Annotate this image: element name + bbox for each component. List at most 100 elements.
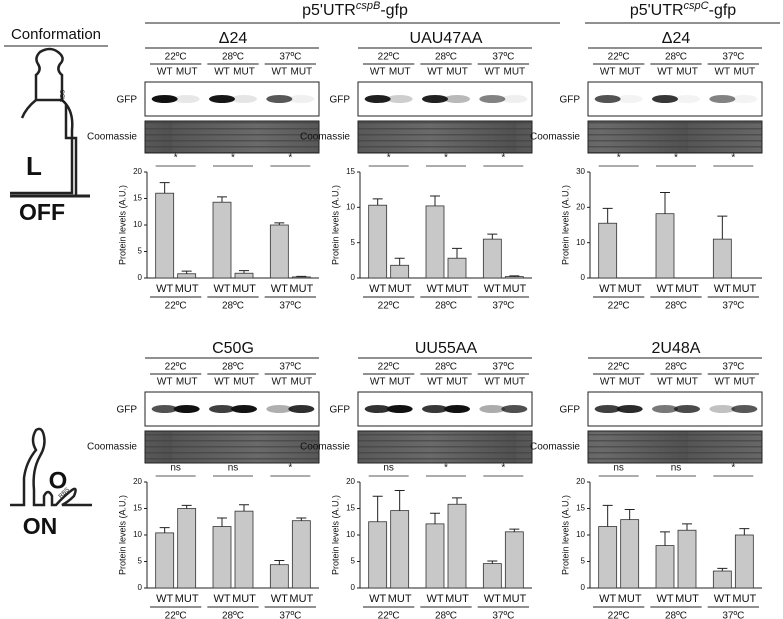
- blot-row-label: GFP: [559, 405, 580, 416]
- bar: [655, 213, 675, 279]
- blot-temperature: 22ºC: [608, 362, 630, 373]
- significance-label: ns: [383, 463, 394, 474]
- significance-label: *: [444, 153, 448, 164]
- blot-lane-label: MUT: [446, 67, 468, 78]
- gfp-band: [151, 95, 178, 103]
- gfp-band: [616, 95, 643, 103]
- blot-row-label: GFP: [329, 95, 350, 106]
- x-tick-label: MUT: [618, 283, 642, 295]
- panel-title: 2U48A: [652, 340, 701, 357]
- blot-lane-label: MUT: [389, 67, 411, 78]
- gfp-band: [209, 405, 235, 413]
- blot-lane-label: MUT: [233, 67, 255, 78]
- panel-title: UU55AA: [415, 340, 478, 357]
- blot-row-label: Coomassie: [87, 132, 137, 143]
- blot-lane-label: WT: [427, 377, 443, 388]
- gfp-band: [479, 405, 506, 413]
- gfp-band: [266, 95, 293, 103]
- gfp-band: [151, 405, 178, 413]
- y-tick-label: 20: [346, 477, 355, 486]
- blot-row-label: Coomassie: [300, 442, 350, 453]
- bar: [598, 222, 618, 279]
- x-group-label: 37ºC: [279, 301, 301, 312]
- x-tick-label: WT: [271, 593, 288, 605]
- bar: [504, 531, 524, 589]
- y-tick-label: 10: [576, 238, 585, 247]
- error-bar: [159, 182, 170, 194]
- structure-state: OFF: [19, 199, 65, 225]
- blot-lane-label: WT: [272, 67, 288, 78]
- gfp-band: [594, 405, 621, 413]
- y-tick-label: 20: [133, 167, 142, 176]
- bar: [712, 570, 732, 589]
- y-tick-label: 30: [576, 167, 585, 176]
- blot-lane-label: WT: [715, 67, 731, 78]
- x-group-label: 28ºC: [222, 301, 244, 312]
- x-group-label: 37ºC: [279, 611, 301, 619]
- y-tick-label: 5: [138, 247, 143, 256]
- blot-lane-label: WT: [657, 377, 673, 388]
- significance-label: *: [387, 153, 391, 164]
- significance-label: *: [288, 463, 292, 474]
- x-tick-label: WT: [599, 593, 616, 605]
- blot-temperature: 37ºC: [492, 362, 514, 373]
- blot-lane-label: MUT: [290, 377, 312, 388]
- x-tick-label: MUT: [232, 283, 256, 295]
- significance-label: ns: [671, 463, 682, 474]
- y-tick-label: 0: [138, 583, 143, 592]
- gfp-band: [652, 95, 678, 103]
- y-tick-label: 5: [351, 238, 356, 247]
- blot-lane-label: WT: [600, 67, 616, 78]
- error-bar: [739, 528, 750, 535]
- error-bar: [159, 527, 170, 533]
- significance-label: ns: [170, 463, 181, 474]
- blot-lane-label: MUT: [733, 377, 755, 388]
- bar: [482, 238, 502, 279]
- y-tick-label: 15: [133, 194, 142, 203]
- blot-temperature: 37ºC: [492, 52, 514, 63]
- bar: [155, 192, 175, 279]
- blot-temperature: 28ºC: [665, 362, 687, 373]
- x-group-label: 22ºC: [165, 301, 187, 312]
- error-bar: [394, 489, 405, 511]
- x-group-label: 22ºC: [608, 611, 630, 619]
- blot-lane-label: MUT: [676, 67, 698, 78]
- blot-temperature: 37ºC: [279, 362, 301, 373]
- y-tick-label: 10: [133, 220, 142, 229]
- y-tick-label: 15: [346, 167, 355, 176]
- y-tick-label: 15: [346, 504, 355, 513]
- x-tick-label: MUT: [675, 593, 699, 605]
- bar: [734, 534, 754, 589]
- bar: [269, 564, 289, 589]
- blot-lane-label: MUT: [503, 377, 525, 388]
- bar: [177, 508, 197, 589]
- x-tick-label: MUT: [732, 283, 756, 295]
- gfp-band: [616, 405, 643, 413]
- bar: [504, 276, 524, 279]
- y-tick-label: 5: [351, 557, 356, 566]
- conformation-label: Conformation: [11, 26, 101, 43]
- x-tick-label: WT: [484, 283, 501, 295]
- gfp-band: [594, 95, 621, 103]
- error-bar: [717, 215, 728, 240]
- x-tick-label: WT: [426, 283, 443, 295]
- bar: [177, 273, 197, 279]
- blot-lane-label: WT: [214, 67, 230, 78]
- gfp-band: [364, 405, 391, 413]
- construct-header: p5'UTRcspC-gfp: [630, 0, 736, 19]
- y-tick-label: 15: [133, 504, 142, 513]
- y-tick-label: 20: [576, 477, 585, 486]
- bar: [425, 523, 445, 589]
- x-tick-label: WT: [369, 283, 386, 295]
- x-tick-label: MUT: [445, 593, 469, 605]
- error-bar: [296, 275, 307, 277]
- x-tick-label: WT: [213, 283, 230, 295]
- structure-state: ON: [23, 513, 58, 539]
- blot-temperature: 22ºC: [165, 52, 187, 63]
- blot-temperature: 28ºC: [435, 362, 457, 373]
- y-tick-label: 10: [346, 530, 355, 539]
- blot-lane-label: MUT: [503, 67, 525, 78]
- gfp-band: [709, 405, 736, 413]
- error-bar: [452, 247, 462, 259]
- error-bar: [181, 504, 192, 509]
